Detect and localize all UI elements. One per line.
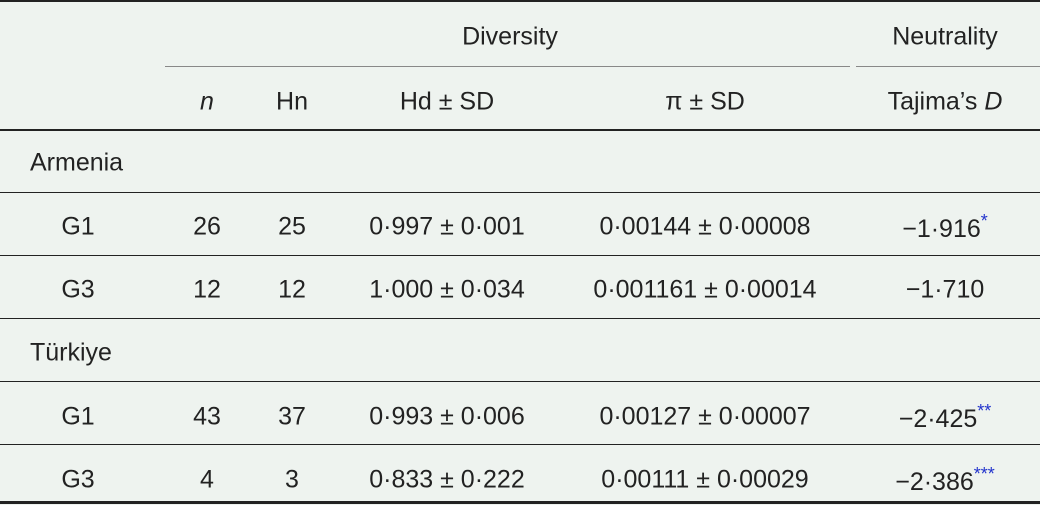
cell: 0·00111 ± 0·00029 <box>601 465 809 494</box>
cell: −1·916* <box>902 212 988 242</box>
cell: 26 <box>193 212 221 241</box>
cell: 0·993 ± 0·006 <box>369 402 525 431</box>
cell: 4 <box>200 465 214 494</box>
cell: 0·00144 ± 0·00008 <box>599 212 811 241</box>
cell: 1·000 ± 0·034 <box>369 275 525 304</box>
significance: *** <box>973 464 995 484</box>
rule <box>0 501 1040 504</box>
rule <box>0 381 1040 382</box>
cell: 0·997 ± 0·001 <box>369 212 525 241</box>
column-header: Hn <box>276 87 308 116</box>
rule <box>0 0 1040 2</box>
column-header-text: Tajima’s <box>887 87 978 116</box>
cell: 0·001161 ± 0·00014 <box>593 275 817 304</box>
cell: −2·425** <box>899 402 992 432</box>
group-header: Diversity <box>462 22 558 51</box>
cell: 43 <box>193 402 221 431</box>
column-header: n <box>200 87 214 116</box>
section-label: Armenia <box>30 148 124 177</box>
cell: 0·00127 ± 0·00007 <box>599 402 811 431</box>
row-label: G3 <box>61 275 95 304</box>
section-label: Türkiye <box>30 338 112 367</box>
rule <box>0 318 1040 319</box>
cell-value: −2·386 <box>895 468 974 496</box>
significance: * <box>980 211 988 231</box>
cell: −1·710 <box>905 275 985 304</box>
rule <box>0 129 1040 131</box>
rule <box>0 192 1040 193</box>
significance: ** <box>977 401 992 421</box>
row-label: G1 <box>61 212 95 241</box>
cell: 12 <box>278 275 306 304</box>
column-header: π ± SD <box>665 87 745 116</box>
column-header: Hd ± SD <box>399 87 495 116</box>
cell: 37 <box>278 402 306 431</box>
group-header: Neutrality <box>892 22 998 51</box>
row-label: G3 <box>61 465 95 494</box>
cell: −2·386*** <box>895 465 995 495</box>
cell-value: −2·425 <box>898 405 978 433</box>
cell: 25 <box>278 212 306 241</box>
rule <box>0 444 1040 445</box>
cell: 12 <box>193 275 221 304</box>
column-header-italic: D <box>984 87 1003 116</box>
column-header: Tajima’s D <box>887 87 1003 116</box>
cell: 0·833 ± 0·222 <box>369 465 525 494</box>
row-label: G1 <box>61 402 95 431</box>
rule <box>856 66 1040 67</box>
cell: 3 <box>285 465 299 494</box>
rule <box>165 66 850 67</box>
cell-value: −1·710 <box>905 275 985 304</box>
rule <box>0 255 1040 256</box>
cell-value: −1·916 <box>902 215 981 243</box>
